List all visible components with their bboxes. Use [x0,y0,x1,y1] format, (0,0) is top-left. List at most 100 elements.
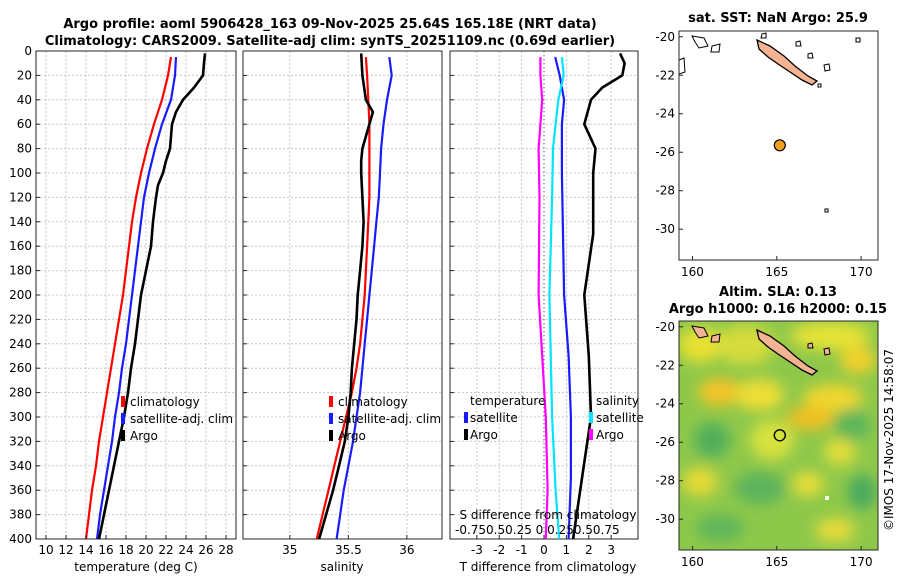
legend-swatch-t-argo [464,429,468,440]
sla-map-frame [678,320,879,551]
x-tick-label: 14 [78,543,93,557]
legend-title-salinity: salinity [596,394,639,408]
y-tick-label: 360 [9,483,32,497]
legend-label-argo: Argo [338,429,366,443]
legend-swatch-s-satellite [589,412,593,423]
x-tick-label: 10 [38,543,53,557]
legend-swatch-climatology [121,396,125,407]
legend-label-climatology: climatology [338,395,408,409]
x-tick-label: 2 [585,543,593,557]
figure-title-line2: Climatology: CARS2009. Satellite-adj cli… [45,34,615,49]
x-tick-label: 20 [138,543,153,557]
x-tick-label: 1 [563,543,571,557]
islet [823,347,831,356]
sst-map-title: sat. SST: NaN Argo: 25.9 [688,11,868,26]
x-tick-label: 35 [282,543,297,557]
y-tick-label: 280 [9,386,32,400]
islet [679,57,686,75]
y-tick-label: 200 [9,288,32,302]
x-tick-label: 3 [607,543,615,557]
legend-swatch-t-satellite [464,412,468,423]
x-tick-label: 36 [399,543,414,557]
legend-label-s-satellite: satellite [596,411,644,425]
y-tick-label: 120 [9,190,32,204]
sla-blob [694,422,730,458]
map-y-tick-label: -30 [655,222,675,236]
sst-map-frame [678,30,879,261]
y-tick-label: 140 [9,215,32,229]
islet [710,333,721,343]
legend-title-temperature: temperature [470,394,545,408]
x-tick-label: -2 [493,543,505,557]
map-y-tick-label: -28 [655,184,675,198]
legend-swatch-argo [329,430,333,441]
temperature-xlabel: temperature (deg C) [74,560,197,574]
sla-blob [824,438,856,466]
y-tick-label: 340 [9,459,32,473]
s-difference-label: S difference from climatology [460,508,637,522]
x-tick-label: 28 [218,543,233,557]
x-tick-label: -1 [516,543,528,557]
series-line-climatology [84,56,173,539]
map-y-tick-label: -24 [655,397,675,411]
legend-swatch-satellite [121,413,125,424]
x-tick-label: 24 [178,543,193,557]
legend-swatch-argo [121,430,125,441]
sla-heatmap [679,321,878,550]
sla-blob [734,472,786,504]
legend-label-t-satellite: satellite [470,411,518,425]
y-tick-label: 260 [9,361,32,375]
salinity-xlabel: salinity [320,560,363,574]
map-x-tick-label: 170 [850,555,873,569]
series-line-argo [317,53,375,539]
islet [807,52,814,59]
map-y-tick-label: -20 [655,30,675,44]
map-y-tick-label: -24 [655,107,675,121]
islet [691,325,709,339]
y-tick-label: 40 [17,93,32,107]
islet [807,342,814,349]
sla-map-panel: Altim. SLA: 0.13 Argo h1000: 0.16 h2000:… [655,285,887,569]
sla-field [679,322,876,542]
map-x-tick-label: 160 [681,265,704,279]
sla-blob [840,346,876,374]
imos-timestamp: ©IMOS 17-Nov-2025 14:58:07 [882,349,896,531]
legend-label-satellite: satellite-adj. clim [338,412,441,426]
sla-blob [750,420,794,460]
map-y-tick-label: -26 [655,145,675,159]
series-line-t-argo [571,52,626,539]
sla-blob [834,409,870,441]
y-tick-label: 0 [24,44,32,58]
map-x-tick-label: 165 [765,265,788,279]
map-y-tick-label: -30 [655,512,675,526]
sla-blob [698,378,742,406]
legend-label-t-argo: Argo [470,428,498,442]
islet [855,37,861,43]
salinity-legend: climatology satellite-adj. clim Argo [329,395,441,443]
legend-swatch-s-argo [589,429,593,440]
y-tick-label: 20 [17,68,32,82]
legend-label-climatology: climatology [130,395,200,409]
difference-panel: -3 -2 -1 0 1 2 3 S difference from climatology… [449,50,644,574]
y-tick-label: 240 [9,337,32,351]
difference-legend: temperature satellite Argo salinity sate… [464,394,644,442]
y-tick-label: 320 [9,434,32,448]
x-tick-label: 0 [540,543,548,557]
islet [691,35,709,49]
argo-float-marker [773,429,786,442]
x-tick-label: 22 [158,543,173,557]
series-line-climatology [315,57,371,539]
sla-map-title: Altim. SLA: 0.13 [719,285,837,300]
sla-blob [792,472,824,496]
x-tick-label: 26 [198,543,213,557]
new-caledonia-island [756,38,819,86]
islet [795,40,802,47]
x-tick-label: 16 [98,543,113,557]
sla-blob [696,514,744,542]
y-tick-label: 180 [9,264,32,278]
sst-map-panel: sat. SST: NaN Argo: 25.9 160 165 170 -20 -22… [655,11,879,279]
x-tick-label: 18 [118,543,133,557]
temperature-legend: climatology satellite-adj. clim Argo [121,395,233,443]
map-x-tick-label: 165 [765,555,788,569]
